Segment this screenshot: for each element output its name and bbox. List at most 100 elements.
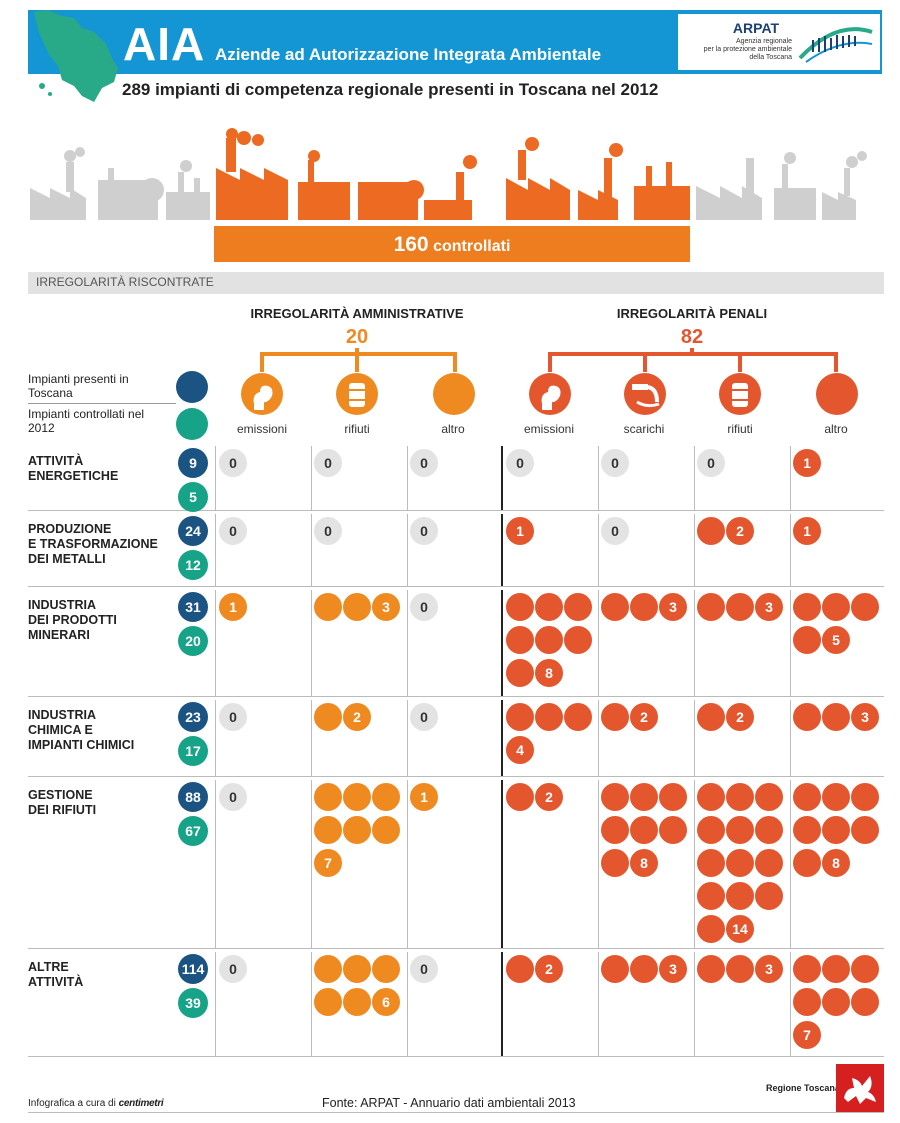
irregularity-dot-penali-scarichi: 0 [600,516,630,546]
irregularity-dot-penali-rifiuti [696,914,726,944]
category-label-admin-rifiuti: rifiuti [344,422,370,436]
row-divider [28,586,884,587]
column-divider [311,700,312,776]
arpat-logo: ARPAT Agenzia regionale per la protezion… [678,14,880,70]
plants-controlled-badge: 5 [178,482,208,512]
category-icon-admin-altro [432,372,476,421]
irregularity-dot-amministrative-emissioni: 0 [218,448,248,478]
irregularity-dot-penali-scarichi [600,848,630,878]
column-divider [311,514,312,586]
irregularity-dot-penali-altro [792,987,822,1017]
footer-credit-brand: centimetri [118,1098,164,1109]
irregularity-dot-penali-altro [850,592,880,622]
forest-wave-icon [798,27,873,63]
section-title: IRREGOLARITÀ RISCONTRATE [36,275,214,289]
category-icon-penal-emissioni [528,372,572,421]
category-label-penal-emissioni: emissioni [523,422,574,436]
irregularity-dot-penali-rifiuti: 3 [754,592,784,622]
plants-present-badge: 23 [178,702,208,732]
irregularity-dot-penali-rifiuti [725,782,755,812]
irregularity-dot-penali-rifiuti [754,848,784,878]
irregularity-dot-amministrative-altro: 0 [409,954,439,984]
irregularity-dot-amministrative-rifiuti [313,987,343,1017]
row-divider [28,776,884,777]
controlled-count: 160 [393,233,429,256]
category-label-admin-altro: altro [441,422,465,436]
irregularity-dot-amministrative-altro: 1 [409,782,439,812]
footer-region: Regione Toscana [766,1083,840,1093]
plants-present-badge: 9 [178,448,208,478]
column-divider [694,780,695,948]
plain-circle-icon [433,373,475,415]
group-divider [501,780,503,948]
irregularity-dot-penali-emissioni: 8 [534,658,564,688]
irregularity-dot-penali-altro: 3 [850,702,880,732]
irregularity-dot-penali-altro [821,782,851,812]
irregularity-dot-amministrative-rifiuti [342,815,372,845]
column-divider [790,590,791,696]
admin-group-total: 20 [345,326,369,348]
column-divider [694,514,695,586]
column-divider [215,514,216,586]
irregularity-dot-amministrative-rifiuti [313,592,343,622]
row-divider [28,696,884,697]
column-divider [790,700,791,776]
irregularity-dot-penali-altro [792,782,822,812]
irregularity-dot-penali-scarichi [658,815,688,845]
irregularity-dot-penali-altro [792,592,822,622]
irregularity-dot-amministrative-rifiuti [313,702,343,732]
irregularity-dot-penali-rifiuti [696,954,726,984]
column-divider [694,700,695,776]
row-divider [28,948,884,949]
category-label-penal-rifiuti: rifiuti [727,422,753,436]
irregularity-dot-penali-altro [821,954,851,984]
plants-present-badge: 31 [178,592,208,622]
irregularity-dot-amministrative-emissioni: 0 [218,954,248,984]
irregularity-dot-penali-altro [850,954,880,984]
irregularity-dot-amministrative-rifiuti [371,954,401,984]
group-divider [501,446,503,510]
irregularity-dot-penali-rifiuti [696,592,726,622]
column-divider [598,780,599,948]
footer-source: Fonte: ARPAT - Annuario dati ambientali … [322,1096,576,1110]
column-divider [790,514,791,586]
irregularity-dot-penali-scarichi [600,782,630,812]
irregularity-dot-amministrative-rifiuti [313,782,343,812]
plants-controlled-badge: 17 [178,736,208,766]
irregularity-dot-amministrative-rifiuti [313,954,343,984]
column-divider [407,952,408,1056]
irregularity-dot-penali-scarichi [600,702,630,732]
sector-label: INDUSTRIA CHIMICA E IMPIANTI CHIMICI [28,708,135,752]
irregularity-dot-penali-rifiuti: 3 [754,954,784,984]
column-divider [407,780,408,948]
irregularity-dot-penali-emissioni [505,782,535,812]
logo-tagline: Agenzia regionale per la protezione ambi… [703,38,792,61]
plants-present-badge: 24 [178,516,208,546]
controlled-label: controllati [433,238,511,255]
footer-credit: Infografica a cura di centimetri [28,1098,164,1109]
irregularity-dot-penali-emissioni [505,658,535,688]
irregularity-dot-penali-altro [792,954,822,984]
irregularity-dot-amministrative-rifiuti: 2 [342,702,372,732]
irregularity-dot-amministrative-rifiuti: 0 [313,448,343,478]
irregularity-dot-amministrative-rifiuti [342,592,372,622]
column-divider [215,590,216,696]
column-divider [215,700,216,776]
irregularity-dot-amministrative-emissioni: 1 [218,592,248,622]
plants-controlled-badge: 20 [178,626,208,656]
criminal-group-title: IRREGOLARITÀ PENALI [616,306,768,321]
irregularity-dot-penali-rifiuti [725,848,755,878]
irregularity-dot-amministrative-rifiuti: 6 [371,987,401,1017]
irregularity-dot-penali-emissioni: 4 [505,735,535,765]
footer-credit-text: Infografica a cura di [28,1098,116,1109]
irregularity-dot-penali-rifiuti [725,881,755,911]
irregularity-dot-penali-scarichi: 3 [658,954,688,984]
irregularity-dot-penali-emissioni [505,625,535,655]
irregularity-dot-amministrative-altro: 0 [409,448,439,478]
irregularity-dot-amministrative-rifiuti: 3 [371,592,401,622]
irregularity-dot-penali-rifiuti: 14 [725,914,755,944]
irregularity-dot-penali-scarichi: 2 [629,702,659,732]
irregularity-dot-penali-scarichi [600,815,630,845]
irregularity-dot-amministrative-rifiuti [371,815,401,845]
irregularity-dot-penali-altro: 5 [821,625,851,655]
